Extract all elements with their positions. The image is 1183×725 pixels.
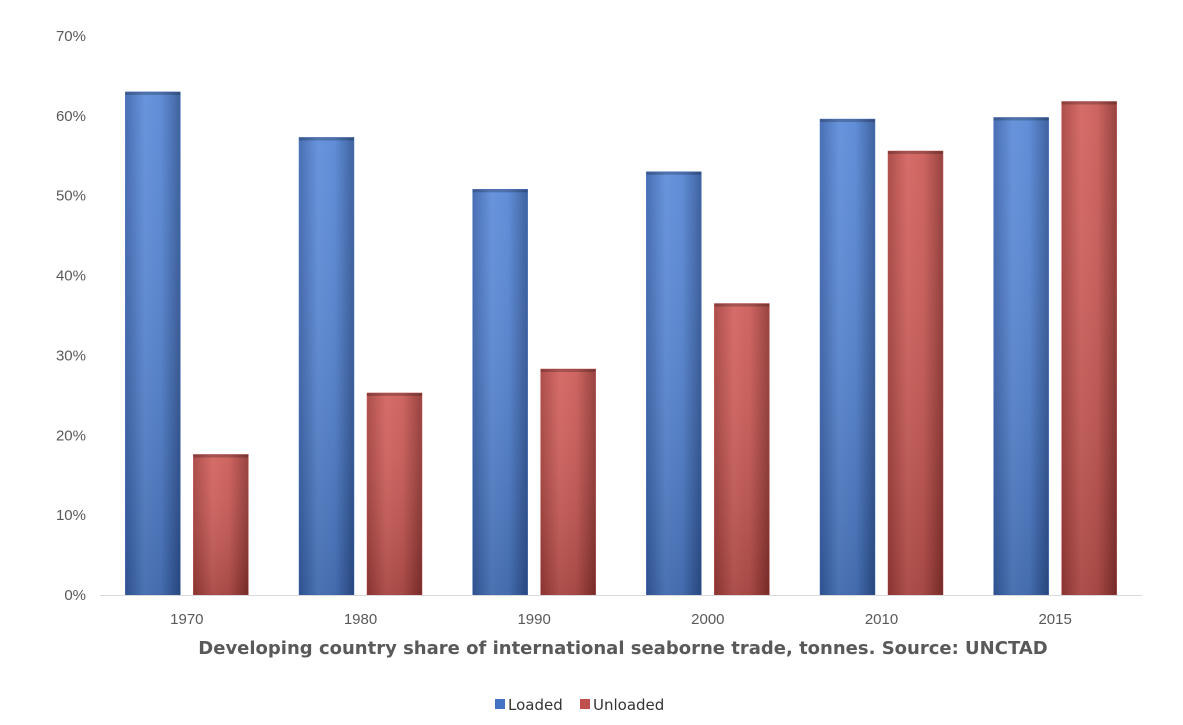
bar-top-edge	[193, 454, 249, 458]
y-tick-label: 50%	[56, 188, 86, 205]
bar-shade	[367, 392, 422, 595]
bar-shade	[125, 91, 181, 596]
x-axis: 1970 1980 1990 2000 2010 2015	[170, 611, 1072, 628]
bar-shade	[993, 117, 1049, 595]
bar-unloaded-1990	[540, 368, 596, 596]
bar-unloaded-2000	[714, 303, 770, 596]
bar-top-edge	[1061, 101, 1117, 105]
bar-unloaded-1980	[366, 392, 423, 596]
y-tick-label: 20%	[56, 427, 86, 444]
bar-unloaded-2015	[1061, 101, 1117, 596]
bar-shade	[714, 303, 770, 595]
x-tick-label: 2015	[1038, 611, 1071, 628]
bar-unloaded-2010	[887, 150, 944, 596]
y-tick-label: 70%	[56, 28, 86, 45]
bar-shade	[540, 369, 596, 595]
bar-top-edge	[646, 171, 702, 175]
x-tick-label: 1980	[344, 611, 377, 628]
bar-top-edge	[888, 150, 943, 154]
bar-shade	[888, 150, 943, 595]
bar-loaded-2010	[819, 118, 876, 596]
legend-swatch	[580, 699, 590, 709]
y-tick-label: 0%	[64, 587, 86, 604]
y-tick-label: 60%	[56, 108, 86, 125]
x-tick-label: 1990	[517, 611, 550, 628]
bar-top-edge	[367, 392, 422, 396]
bar-top-edge	[299, 137, 354, 141]
y-tick-label: 40%	[56, 268, 86, 285]
bar-top-edge	[820, 119, 875, 123]
legend-item-unloaded: Unloaded	[580, 696, 664, 714]
bar-shade	[646, 171, 702, 595]
legend-swatch	[495, 699, 505, 709]
legend-item-loaded: Loaded	[495, 696, 563, 714]
bar-loaded-1970	[125, 91, 181, 596]
bar-loaded-2000	[646, 171, 702, 596]
bar-top-edge	[714, 303, 770, 307]
y-axis: 0% 10% 20% 30% 40% 50% 60% 70%	[56, 28, 86, 604]
legend-label: Loaded	[508, 696, 563, 714]
bar-top-edge	[125, 91, 181, 95]
y-tick-label: 10%	[56, 507, 86, 524]
legend: Loaded Unloaded	[495, 696, 664, 714]
y-tick-label: 30%	[56, 347, 86, 364]
x-tick-label: 2000	[691, 611, 724, 628]
bar-shade	[1061, 101, 1117, 596]
bar-top-edge	[540, 369, 596, 373]
x-tick-label: 2010	[865, 611, 898, 628]
bar-top-edge	[472, 189, 528, 193]
x-tick-label: 1970	[170, 611, 203, 628]
legend-label: Unloaded	[593, 696, 664, 714]
bars	[125, 91, 1117, 596]
bar-top-edge	[993, 117, 1049, 121]
bar-shade	[193, 454, 249, 595]
bar-loaded-2015	[993, 117, 1049, 596]
bar-loaded-1980	[298, 137, 355, 596]
bar-shade	[820, 119, 875, 596]
bar-loaded-1990	[472, 189, 528, 596]
bar-shade	[299, 137, 354, 595]
bar-shade	[472, 189, 528, 595]
bar-unloaded-1970	[193, 454, 249, 596]
x-axis-title: Developing country share of internationa…	[198, 638, 1047, 659]
